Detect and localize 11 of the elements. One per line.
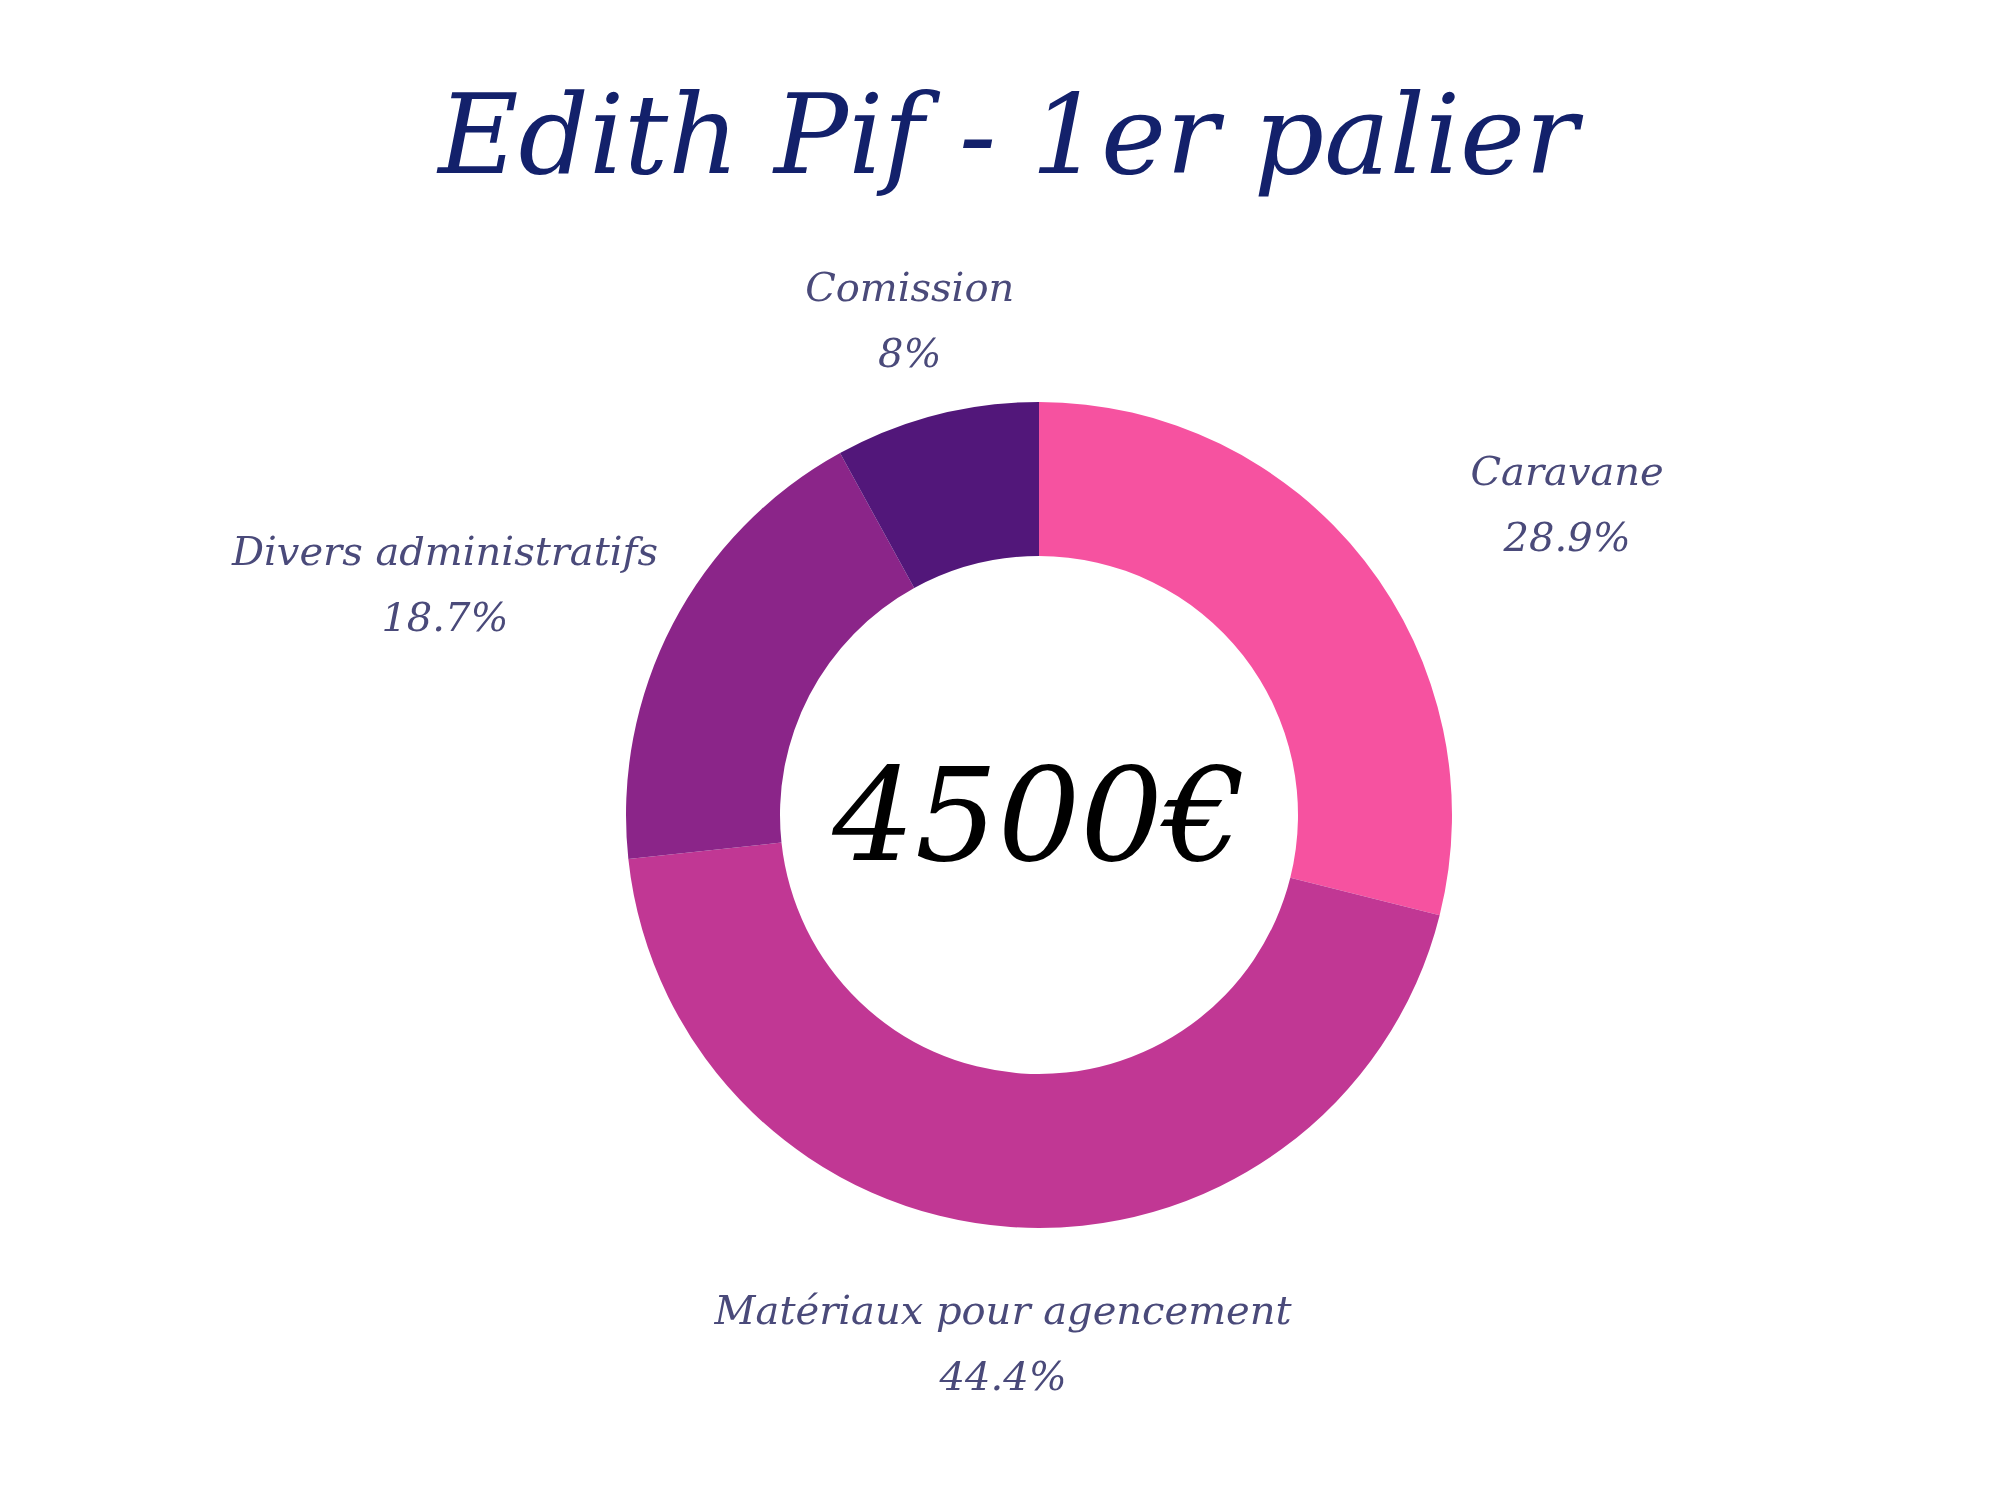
data-label: 18.7% xyxy=(381,593,509,640)
slice-label: Comission xyxy=(805,264,1015,311)
slice-label: Matériaux pour agencement xyxy=(713,1286,1293,1333)
donut-slice xyxy=(840,402,1039,589)
text: 4500€ xyxy=(831,739,1246,891)
data-label: 8% xyxy=(877,330,942,377)
slice-label: Caravane xyxy=(1470,448,1664,494)
chart-title: Edith Pif - 1er palier xyxy=(436,71,1585,199)
data-label: 28.9% xyxy=(1502,514,1631,560)
data-label: 44.4% xyxy=(938,1352,1067,1399)
slice-label: Divers administratifs xyxy=(230,527,658,574)
